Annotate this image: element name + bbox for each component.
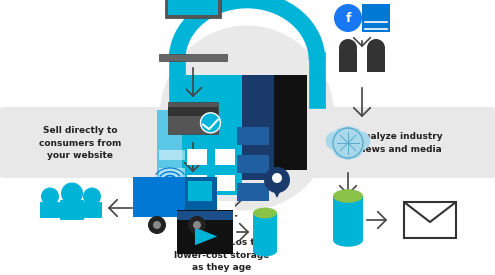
Circle shape [200,113,220,133]
Circle shape [367,39,385,57]
Circle shape [334,4,362,32]
FancyBboxPatch shape [168,102,218,134]
Circle shape [326,131,344,150]
FancyBboxPatch shape [182,75,242,195]
FancyBboxPatch shape [215,175,235,191]
FancyBboxPatch shape [333,196,363,240]
Ellipse shape [159,26,335,210]
FancyBboxPatch shape [60,200,84,220]
FancyBboxPatch shape [215,227,235,243]
FancyBboxPatch shape [133,177,188,217]
FancyBboxPatch shape [269,75,307,170]
Circle shape [339,141,357,160]
Circle shape [344,128,363,146]
Circle shape [41,188,59,205]
FancyBboxPatch shape [237,127,269,145]
Circle shape [342,136,354,150]
FancyBboxPatch shape [253,213,277,251]
Text: f: f [345,12,351,24]
Polygon shape [195,228,217,245]
Ellipse shape [253,208,277,218]
Circle shape [272,173,282,183]
Circle shape [193,221,201,229]
FancyBboxPatch shape [185,177,217,213]
Circle shape [339,126,357,145]
Ellipse shape [253,246,277,256]
FancyBboxPatch shape [159,150,185,160]
Ellipse shape [333,233,363,247]
Circle shape [264,167,290,193]
FancyBboxPatch shape [307,107,495,178]
FancyBboxPatch shape [367,50,385,72]
FancyBboxPatch shape [215,201,235,217]
FancyBboxPatch shape [362,4,390,32]
FancyBboxPatch shape [159,204,185,214]
Circle shape [344,140,363,158]
FancyBboxPatch shape [82,202,102,218]
FancyBboxPatch shape [404,202,456,238]
FancyBboxPatch shape [237,155,269,173]
Circle shape [333,128,352,146]
FancyBboxPatch shape [339,50,357,72]
Circle shape [339,39,357,57]
Circle shape [61,183,83,205]
Text: Move videos to
lower-cost storage
as they age: Move videos to lower-cost storage as the… [174,238,270,272]
FancyBboxPatch shape [159,54,227,61]
Circle shape [148,216,166,234]
FancyBboxPatch shape [159,168,185,178]
FancyBboxPatch shape [188,181,212,201]
FancyBboxPatch shape [237,183,269,201]
FancyBboxPatch shape [187,175,207,191]
FancyBboxPatch shape [187,201,207,217]
FancyBboxPatch shape [215,149,235,165]
FancyBboxPatch shape [0,107,161,178]
FancyBboxPatch shape [159,186,185,196]
Circle shape [188,216,206,234]
FancyBboxPatch shape [177,211,233,220]
FancyBboxPatch shape [187,227,207,243]
Circle shape [153,221,161,229]
Circle shape [83,188,101,205]
FancyBboxPatch shape [157,110,187,180]
FancyBboxPatch shape [232,75,274,180]
FancyBboxPatch shape [187,149,207,165]
Circle shape [352,131,370,150]
Circle shape [333,140,352,158]
FancyBboxPatch shape [168,107,218,116]
FancyBboxPatch shape [177,210,233,254]
Circle shape [348,134,367,152]
Polygon shape [269,182,285,198]
Text: Analyze industry
news and media: Analyze industry news and media [357,132,443,154]
FancyBboxPatch shape [40,202,60,218]
Text: Sell directly to
consumers from
your website: Sell directly to consumers from your web… [39,126,121,160]
FancyBboxPatch shape [165,0,221,18]
Ellipse shape [333,189,363,203]
FancyBboxPatch shape [168,0,218,15]
Circle shape [329,134,347,152]
